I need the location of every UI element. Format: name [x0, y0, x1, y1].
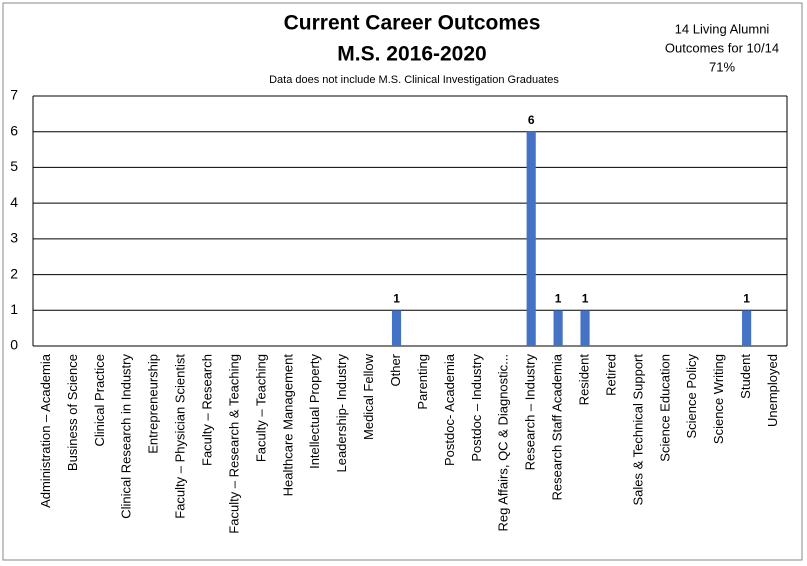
x-tick-label: Medical Fellow: [361, 353, 376, 440]
x-tick-label: Clinical Research in Industry: [119, 354, 134, 519]
y-tick-label: 1: [10, 301, 18, 317]
y-tick-label: 4: [10, 194, 18, 210]
x-tick-label: Intellectual Property: [307, 354, 322, 469]
x-tick-label: Science Writing: [711, 354, 726, 444]
x-tick-label: Postdoc- Academia: [442, 353, 457, 466]
bar: [526, 131, 536, 346]
x-tick-label: Sales & Technical Support: [630, 354, 645, 506]
x-tick-label: Research Staff Academia: [550, 353, 565, 500]
x-tick-label: Business of Science: [65, 354, 80, 471]
value-label: 1: [393, 291, 400, 305]
x-tick-label: Research – Industry: [523, 354, 538, 471]
bar: [580, 310, 590, 346]
x-tick-label: Unemployed: [765, 354, 780, 427]
y-tick-label: 2: [10, 265, 18, 281]
x-tick-label: Student: [738, 354, 753, 399]
y-tick-label: 7: [10, 87, 18, 103]
x-tick-label: Retired: [603, 354, 618, 396]
x-tick-label: Entrepreneurship: [146, 354, 161, 454]
x-tick-label: Faculty – Physician Scientist: [173, 354, 188, 519]
x-tick-label: Postdoc – Industry: [469, 354, 484, 462]
x-tick-label: Other: [388, 353, 403, 386]
bar: [391, 310, 402, 346]
x-tick-label: Faculty – Teaching: [253, 354, 268, 462]
bar: [742, 310, 752, 346]
y-tick-label: 0: [10, 337, 18, 353]
chart-title: M.S. 2016-2020: [337, 43, 486, 66]
chart-subtitle: Data does not include M.S. Clinical Inve…: [269, 74, 559, 86]
x-tick-label: Parenting: [415, 354, 430, 410]
value-label: 1: [582, 291, 589, 305]
x-tick-label: Reg Affairs, QC & Diagnostic...: [496, 354, 511, 532]
x-tick-label: Healthcare Management: [280, 354, 295, 497]
annotation: 14 Living Alumni: [675, 21, 770, 36]
x-tick-label: Administration – Academia: [38, 353, 53, 508]
x-tick-label: Faculty – Research & Teaching: [226, 354, 241, 534]
annotation: Outcomes for 10/14: [665, 40, 779, 55]
bar: [553, 310, 563, 346]
x-tick-label: Science Education: [657, 354, 672, 462]
value-label: 1: [743, 291, 750, 305]
y-tick-label: 6: [10, 122, 18, 138]
x-tick-label: Clinical Practice: [92, 354, 107, 446]
y-tick-label: 5: [10, 158, 18, 174]
x-tick-label: Resident: [576, 354, 591, 406]
annotation: 71%: [709, 59, 735, 74]
y-tick-label: 3: [10, 230, 18, 246]
x-tick-label: Faculty – Research: [199, 354, 214, 466]
value-label: 6: [528, 113, 535, 127]
x-tick-label: Science Policy: [684, 354, 699, 439]
value-label: 1: [555, 291, 562, 305]
chart-title: Current Career Outcomes: [284, 12, 541, 35]
x-tick-label: Leadership- Industry: [334, 354, 349, 473]
